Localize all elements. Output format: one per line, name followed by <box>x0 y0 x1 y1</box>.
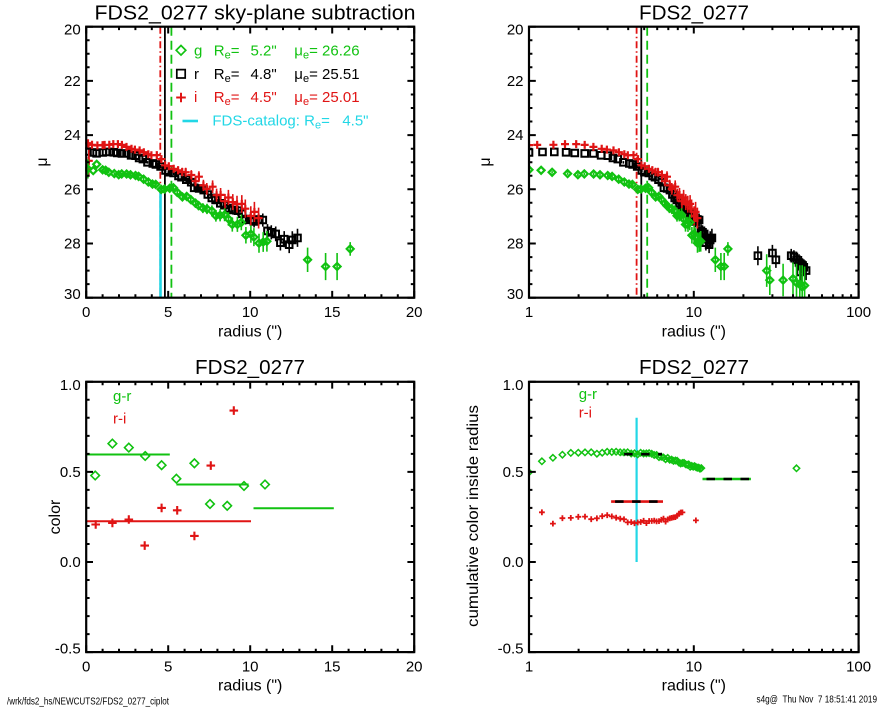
svg-text:r-i: r-i <box>113 410 126 427</box>
svg-text:5: 5 <box>164 659 172 676</box>
svg-text:1: 1 <box>525 304 533 321</box>
svg-text:g-r: g-r <box>113 388 131 405</box>
svg-text:0.0: 0.0 <box>503 554 524 571</box>
svg-text:radius ("): radius (") <box>662 678 726 695</box>
svg-text:FDS2_0277 sky-plane subtractio: FDS2_0277 sky-plane subtraction <box>95 3 416 25</box>
svg-text:20: 20 <box>406 304 423 321</box>
svg-text:15: 15 <box>324 659 341 676</box>
svg-text:5: 5 <box>164 304 172 321</box>
svg-text:FDS-catalog: Re= 4.5": FDS-catalog: Re= 4.5" <box>212 113 368 132</box>
svg-text:15: 15 <box>324 304 341 321</box>
svg-text:r-i: r-i <box>579 404 592 421</box>
svg-text:i: i <box>194 89 197 106</box>
svg-text:20: 20 <box>507 22 524 39</box>
svg-text:Re=: Re= <box>214 66 240 85</box>
svg-text:10: 10 <box>242 659 259 676</box>
svg-text:radius ("): radius (") <box>218 678 282 695</box>
svg-text:26: 26 <box>64 181 81 198</box>
svg-text:100: 100 <box>846 304 871 321</box>
svg-text:s4g@ Thu Nov 7 18:51:41 2019: s4g@ Thu Nov 7 18:51:41 2019 <box>757 694 878 706</box>
svg-text:μ: μ <box>477 157 494 166</box>
svg-text:0: 0 <box>82 659 90 676</box>
svg-text:10: 10 <box>685 659 702 676</box>
svg-text:0.5: 0.5 <box>60 464 81 481</box>
svg-text:20: 20 <box>64 22 81 39</box>
svg-text:4.8": 4.8" <box>251 66 277 83</box>
svg-text:Re=: Re= <box>214 89 240 108</box>
svg-text:1: 1 <box>525 659 533 676</box>
svg-text:-0.5: -0.5 <box>498 641 524 658</box>
svg-text:0.0: 0.0 <box>60 554 81 571</box>
svg-text:26: 26 <box>507 181 524 198</box>
svg-text:30: 30 <box>507 286 524 303</box>
svg-text:g-r: g-r <box>579 386 597 403</box>
svg-text:μe= 25.51: μe= 25.51 <box>294 66 359 85</box>
svg-text:radius ("): radius (") <box>218 324 282 341</box>
svg-text:μe= 25.01: μe= 25.01 <box>294 89 359 108</box>
svg-text:28: 28 <box>507 236 524 253</box>
svg-text:24: 24 <box>507 127 524 144</box>
svg-text:20: 20 <box>406 659 423 676</box>
svg-text:30: 30 <box>64 286 81 303</box>
svg-text:0: 0 <box>82 304 90 321</box>
svg-text:/wrk/fds2_hs/NEWCUTS2/FDS2_027: /wrk/fds2_hs/NEWCUTS2/FDS2_0277_ciplot <box>7 696 169 708</box>
svg-text:color: color <box>47 499 64 534</box>
svg-text:Re=: Re= <box>214 42 240 61</box>
svg-text:μ: μ <box>34 157 51 166</box>
svg-text:22: 22 <box>64 73 81 90</box>
svg-text:μe= 26.26: μe= 26.26 <box>294 42 359 61</box>
svg-text:100: 100 <box>846 659 871 676</box>
svg-text:1.0: 1.0 <box>60 377 81 394</box>
svg-text:-0.5: -0.5 <box>55 641 81 658</box>
svg-text:4.5": 4.5" <box>251 89 277 106</box>
svg-text:r: r <box>194 66 199 83</box>
svg-text:g: g <box>194 42 202 59</box>
svg-text:cumulative color inside radius: cumulative color inside radius <box>465 405 482 627</box>
svg-text:1.0: 1.0 <box>503 377 524 394</box>
svg-text:10: 10 <box>242 304 259 321</box>
svg-text:radius ("): radius (") <box>662 324 726 341</box>
svg-text:FDS2_0277: FDS2_0277 <box>639 357 749 379</box>
svg-text:28: 28 <box>64 236 81 253</box>
svg-text:FDS2_0277: FDS2_0277 <box>639 3 749 25</box>
svg-text:22: 22 <box>507 73 524 90</box>
svg-text:5.2": 5.2" <box>251 42 277 59</box>
svg-text:24: 24 <box>64 127 81 144</box>
svg-text:10: 10 <box>685 304 702 321</box>
svg-text:FDS2_0277: FDS2_0277 <box>195 357 305 379</box>
svg-text:0.5: 0.5 <box>503 464 524 481</box>
